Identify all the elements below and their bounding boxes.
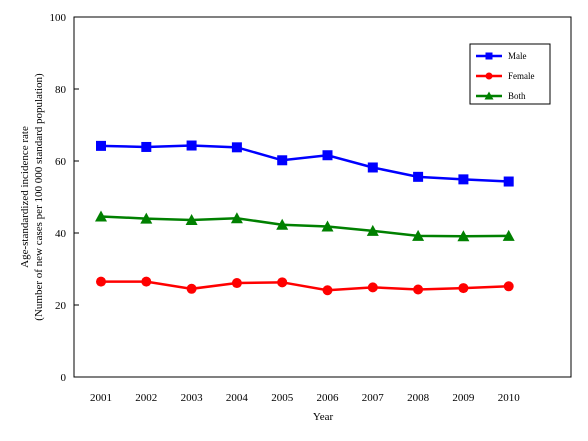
data-point-both [321, 220, 334, 232]
data-point-male [231, 142, 242, 153]
data-point-female [413, 284, 424, 295]
legend-item-female: Female [476, 71, 535, 81]
data-point-female [141, 276, 152, 287]
data-point-both [140, 212, 153, 224]
y-tick-label: 20 [55, 300, 67, 312]
data-point-both [457, 230, 470, 242]
data-point-male [413, 171, 424, 182]
series-line-both [100, 215, 509, 238]
series-male [96, 140, 514, 187]
data-point-female [322, 285, 333, 296]
legend-label-male: Male [508, 51, 527, 61]
data-point-male [96, 140, 106, 151]
y-tick-label: 80 [55, 84, 67, 96]
x-tick-label: 2001 [90, 392, 112, 404]
data-point-female [186, 283, 197, 294]
y-tick-label: 40 [55, 228, 67, 240]
y-tick-label: 60 [55, 156, 67, 168]
data-point-female [367, 282, 378, 293]
data-point-female [503, 281, 514, 292]
x-tick-label: 2003 [181, 392, 204, 404]
y-axis-title: Age-standardized incidence rate [19, 126, 31, 268]
legend-item-both: Both [476, 91, 526, 101]
y-tick-label: 100 [50, 12, 67, 24]
data-point-female [458, 283, 469, 294]
x-tick-label: 2004 [226, 392, 249, 404]
x-tick-label: 2006 [317, 392, 340, 404]
data-point-female [96, 276, 106, 287]
x-tick-label: 2007 [362, 392, 385, 404]
data-point-male [141, 141, 152, 152]
x-tick-label: 2009 [452, 392, 475, 404]
legend-marker-male [485, 52, 493, 60]
data-point-both [95, 210, 107, 222]
data-point-male [367, 162, 378, 173]
y-tick-label: 0 [61, 372, 67, 384]
data-point-both [276, 218, 289, 230]
data-point-both [366, 224, 379, 236]
legend-box [469, 43, 551, 105]
data-point-male [322, 150, 333, 161]
x-tick-label: 2002 [135, 392, 157, 404]
data-point-both [412, 229, 425, 241]
data-point-both [502, 229, 515, 241]
legend-label-female: Female [508, 71, 535, 81]
data-point-male [277, 155, 288, 166]
x-axis-title: Year [313, 411, 334, 423]
x-tick-label: 2005 [271, 392, 294, 404]
series-line-male [100, 144, 509, 183]
series-female [96, 276, 514, 296]
legend-marker-female [485, 72, 493, 80]
data-point-male [186, 140, 197, 151]
data-point-female [277, 277, 288, 288]
data-point-both [230, 212, 243, 224]
series-line-female [101, 280, 509, 292]
data-point-male [458, 174, 469, 185]
legend-label-both: Both [508, 91, 526, 101]
series-both [95, 210, 515, 242]
y-axis-subtitle: (Number of new cases per 100 000 standar… [33, 73, 45, 321]
plot-area-border [73, 16, 572, 378]
legend-marker-both [484, 91, 494, 100]
data-point-female [231, 278, 242, 289]
data-point-male [503, 176, 514, 187]
x-tick-label: 2008 [407, 392, 430, 404]
legend-item-male: Male [476, 51, 527, 61]
x-tick-label: 2010 [498, 392, 521, 404]
data-point-both [185, 214, 198, 226]
